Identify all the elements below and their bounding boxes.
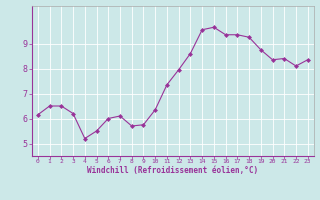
X-axis label: Windchill (Refroidissement éolien,°C): Windchill (Refroidissement éolien,°C) [87, 166, 258, 175]
